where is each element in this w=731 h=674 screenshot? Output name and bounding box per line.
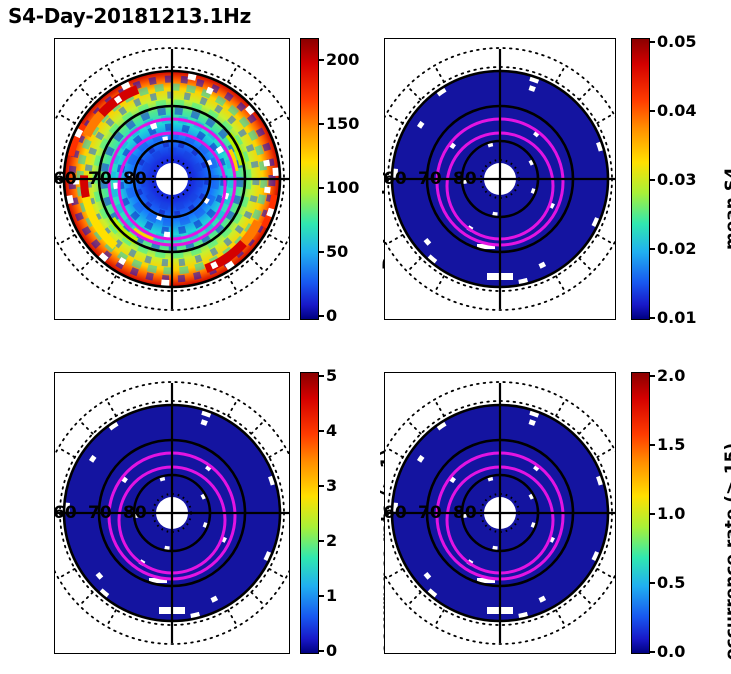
polar-plot-occurrence-01 [55,381,289,645]
figure-title: S4-Day-20181213.1Hz [8,4,251,28]
cbar2-tick-002: 0.02 [650,241,696,257]
cbar1-tick-50: 50 [319,244,348,260]
colorbar-mean-s4-ticks: 0.05 0.04 0.03 0.02 0.01 [650,34,720,326]
cbar3-tick-5: 5 [319,368,337,384]
polar-plot-mean-s4 [385,47,615,311]
colorbar-data-points[interactable] [300,38,319,320]
cbar1-tick-0: 0 [319,308,337,324]
polar-plot-occurrence-015 [385,381,615,645]
cross-axes [385,383,615,643]
colorbar-occurrence-015-ticks: 2.0 1.5 1.0 0.5 0.0 [650,368,720,660]
cbar2-tick-004: 0.04 [650,103,696,119]
cbar3-tick-2: 2 [319,533,337,549]
panel-mean-s4[interactable]: 60 70 80 [384,38,616,320]
cbar1-tick-200: 200 [319,52,359,68]
cbar4-tick-00: 0.0 [650,644,685,660]
cross-axes [55,383,289,643]
cbar4-tick-05: 0.5 [650,575,685,591]
cbar2-tick-003: 0.03 [650,172,696,188]
colorbar-occurrence-01[interactable] [300,372,319,654]
colorbar-mean-s4[interactable] [631,38,650,320]
cbar3-tick-0: 0 [319,643,337,659]
colorbar-occurrence-01-ticks: 5 4 3 2 1 0 [319,368,379,659]
cbar4-tick-15: 1.5 [650,437,685,453]
cross-axes [55,49,289,309]
cbar3-tick-4: 4 [319,423,337,439]
cbar1-tick-150: 150 [319,116,359,132]
cbar4-tick-10: 1.0 [650,506,685,522]
panel-data-points[interactable]: 60 70 80 [54,38,290,320]
panel-occurrence-rate-01[interactable]: 60 70 80 [54,372,290,654]
cbar2-tick-001: 0.01 [650,310,696,326]
colorbar-occurrence-015[interactable] [631,372,650,654]
cbar3-tick-3: 3 [319,478,337,494]
cbar2-tick-005: 0.05 [650,34,696,50]
colorbar-data-points-ticks: 200 150 100 50 0 [319,38,379,324]
cross-axes [385,49,615,309]
cbar1-tick-100: 100 [319,180,359,196]
polar-plot-data-points [55,47,289,311]
panel-occurrence-rate-015[interactable]: 60 70 80 [384,372,616,654]
cbar3-tick-1: 1 [319,588,337,604]
cbar4-tick-20: 2.0 [650,368,685,384]
colorbar-mean-s4-label: mean S4 [722,167,731,250]
colorbar-occurrence-015-label: occurrence rate (>.15) [722,442,731,660]
